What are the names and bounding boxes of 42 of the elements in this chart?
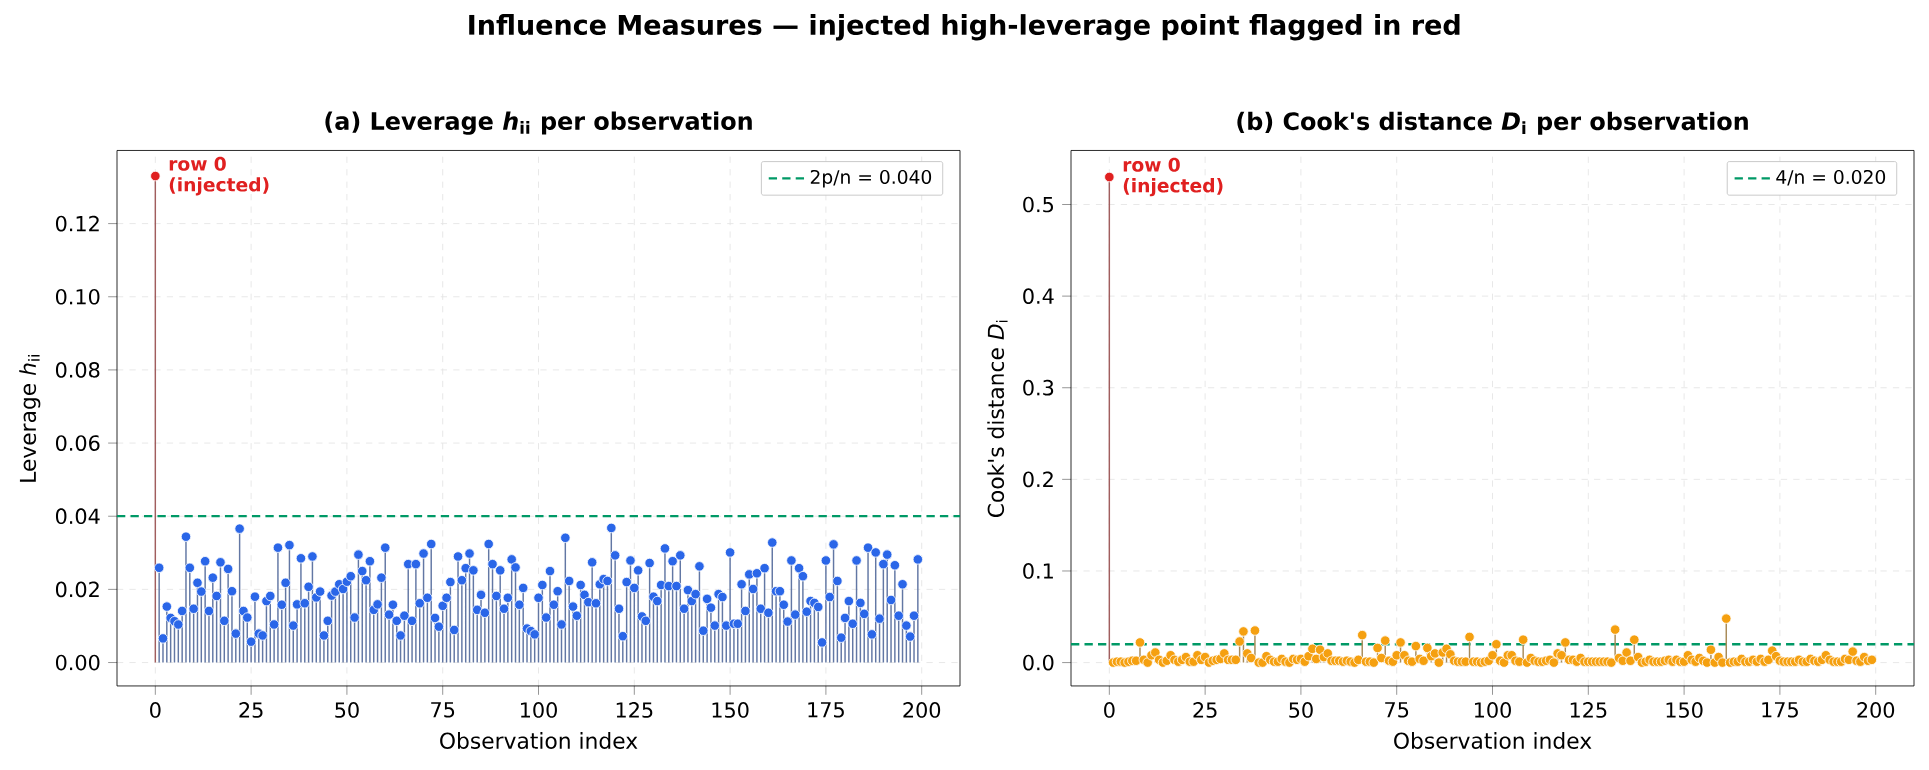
x-tick-label: 125 (1570, 702, 1607, 718)
y-axis-title: Cook's distance D$_{i}$ (987, 320, 1008, 518)
y-tick-label: 0.4 (1023, 288, 1054, 304)
annotation: row 0 (injected) (1123, 157, 1223, 197)
x-tick-label: 175 (1762, 702, 1798, 718)
x-tick-label: 25 (239, 702, 263, 718)
x-tick-label: 75 (1385, 702, 1409, 718)
x-tick-label: 100 (1474, 702, 1511, 718)
x-tick-label: 125 (616, 702, 653, 718)
y-tick-label: 0.3 (1023, 379, 1054, 396)
x-tick-label: 0 (150, 702, 161, 718)
x-axis-title: Observation index (440, 732, 638, 749)
chart-title: (b) Cook's distance D$_{i}$ per observation (1237, 111, 1748, 135)
x-tick-label: 75 (431, 702, 455, 718)
x-tick-label: 200 (1857, 702, 1895, 718)
y-tick-label: 0.12 (55, 215, 99, 232)
x-tick-label: 100 (520, 702, 557, 718)
y-tick-label: 0.10 (55, 288, 100, 305)
legend-label: 2p/n = 0.040 (810, 169, 932, 188)
x-tick-label: 0 (1104, 702, 1115, 718)
x-tick-label: 50 (335, 702, 359, 718)
y-tick-label: 0.08 (55, 362, 100, 378)
y-tick-label: 0.00 (55, 654, 100, 671)
x-tick-label: 150 (712, 702, 749, 718)
x-tick-label: 25 (1193, 702, 1217, 718)
y-tick-label: 0.2 (1023, 471, 1053, 488)
y-tick-label: 0.5 (1023, 196, 1054, 213)
chart-title: (a) Leverage h$_{ii}$ per observation (325, 111, 752, 135)
legend-label: 4/n = 0.020 (1776, 169, 1886, 186)
y-tick-label: 0.06 (55, 435, 100, 451)
y-tick-label: 0.1 (1023, 563, 1053, 579)
x-tick-label: 200 (903, 702, 941, 718)
y-tick-label: 0.04 (55, 508, 100, 525)
x-tick-label: 150 (1666, 702, 1703, 718)
text: Influence Measures — injected high-leverage point flagged in red (469, 14, 1460, 41)
y-tick-label: 0.02 (55, 581, 99, 598)
x-tick-label: 175 (808, 702, 844, 718)
y-axis-title: Leverage h$_{ii}$ (19, 355, 41, 482)
x-tick-label: 50 (1289, 702, 1313, 718)
annotation: row 0 (injected) (169, 156, 269, 196)
y-tick-label: 0.0 (1023, 654, 1054, 671)
x-axis-title: Observation index (1394, 732, 1592, 749)
